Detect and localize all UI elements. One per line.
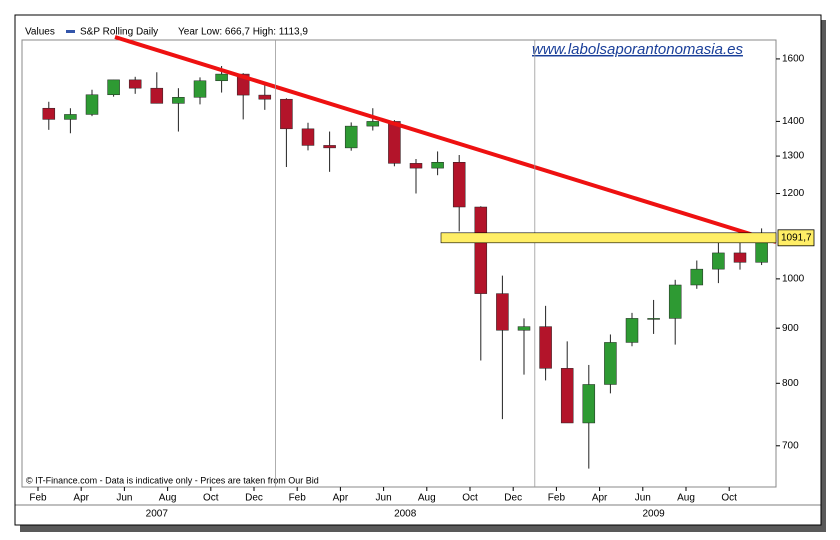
watermark: www.labolsaporantonomasia.es (532, 41, 743, 58)
candle-body (150, 87, 164, 104)
candle-body (496, 293, 509, 331)
candle-body (517, 326, 531, 331)
candle-body (42, 107, 56, 120)
candle-body (625, 318, 639, 343)
x-tick-label: Apr (592, 493, 608, 504)
candle-body (539, 326, 552, 369)
candle-body (582, 384, 596, 424)
level-label-box (777, 229, 815, 247)
candle-body (366, 121, 380, 127)
legend-name: S&P Rolling Daily (80, 27, 158, 38)
year-label: 2007 (146, 509, 169, 520)
trend-line (114, 35, 777, 244)
level-label: 1091,7 (781, 232, 812, 243)
candle-body (690, 268, 704, 286)
candle-body (431, 162, 444, 169)
candle-body (128, 79, 142, 89)
y-tick-label: 1300 (782, 151, 805, 162)
year-label: 2008 (394, 509, 417, 520)
x-tick-label: Aug (159, 493, 177, 504)
candle-body (215, 73, 228, 82)
candle-body (258, 94, 272, 100)
candle-body (172, 97, 185, 104)
year-label: 2009 (642, 509, 665, 520)
candle-body (409, 163, 423, 169)
x-tick-label: Jun (116, 493, 132, 504)
x-tick-label: Feb (289, 493, 307, 504)
candle-body (301, 128, 315, 146)
x-tick-label: Feb (29, 493, 47, 504)
plot-area (21, 39, 777, 488)
y-tick-label: 1600 (782, 54, 805, 65)
x-tick-label: Aug (418, 493, 436, 504)
candle-body (452, 162, 466, 208)
candle-body (560, 368, 574, 424)
y-tick-label: 900 (782, 323, 799, 334)
y-tick-label: 1400 (782, 116, 805, 127)
candle-body (64, 114, 77, 120)
x-tick-label: Jun (635, 493, 651, 504)
x-tick-label: Jun (376, 493, 392, 504)
candle-body (280, 98, 293, 130)
candle-body (474, 206, 488, 294)
y-tick-label: 1200 (782, 188, 805, 199)
candle-body (107, 79, 120, 96)
candle-body (323, 145, 336, 149)
x-tick-label: Oct (462, 493, 478, 504)
x-tick-label: Dec (504, 493, 522, 504)
y-tick-label: 700 (782, 440, 799, 451)
legend-label: Values (25, 27, 55, 38)
x-tick-label: Feb (548, 493, 566, 504)
level-band (440, 232, 777, 244)
footer: © IT-Finance.com - Data is indicative on… (26, 475, 319, 485)
y-tick-label: 800 (782, 378, 799, 389)
y-tick-label: 1000 (782, 274, 805, 285)
candle-body (712, 252, 725, 270)
stats: Year Low: 666,7 High: 1113,9 (178, 27, 308, 38)
candle-body (733, 252, 747, 263)
candle-body (668, 284, 682, 319)
x-tick-label: Oct (203, 493, 219, 504)
x-tick-label: Apr (333, 493, 349, 504)
x-tick-label: Aug (677, 493, 695, 504)
candle-body (85, 94, 99, 115)
candle-body (647, 318, 660, 320)
x-tick-label: Oct (721, 493, 737, 504)
candle-body (388, 121, 401, 164)
x-tick-label: Apr (73, 493, 89, 504)
candle-body (344, 125, 358, 149)
candle-body (604, 342, 617, 385)
legend-swatch (66, 30, 75, 33)
candle-body (193, 80, 207, 98)
x-tick-label: Dec (245, 493, 263, 504)
